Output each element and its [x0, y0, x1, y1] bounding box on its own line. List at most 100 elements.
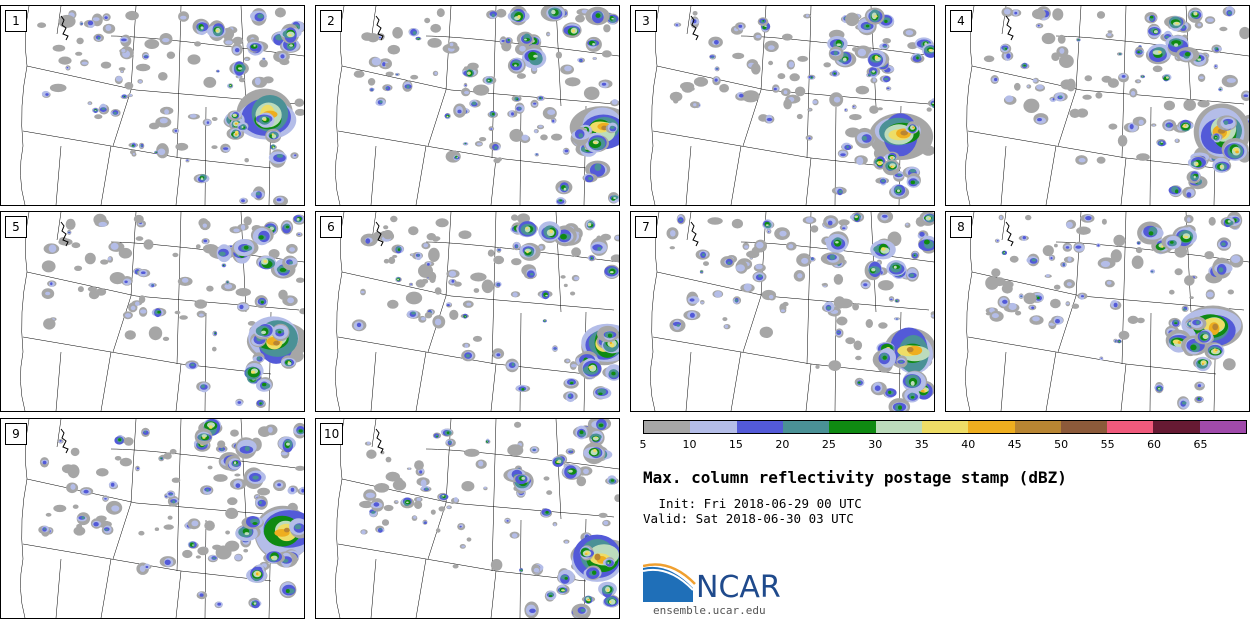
reflectivity-cell [233, 461, 237, 465]
reflectivity-cell [240, 224, 246, 231]
reflectivity-cell [447, 506, 451, 509]
reflectivity-cell [419, 470, 423, 474]
reflectivity-cell [782, 33, 793, 41]
reflectivity-cell [533, 102, 537, 105]
reflectivity-cell [570, 382, 574, 385]
reflectivity-cell [68, 231, 70, 233]
state-boundary [806, 6, 812, 159]
reflectivity-cell [838, 219, 850, 226]
reflectivity-cell [601, 50, 612, 58]
reflectivity-cell [227, 497, 238, 506]
reflectivity-cell [863, 283, 868, 287]
reflectivity-cell [702, 253, 705, 257]
state-boundary [740, 35, 934, 57]
reflectivity-cell [144, 39, 160, 49]
state-boundary [371, 6, 377, 35]
reflectivity-cell [805, 217, 814, 223]
reflectivity-cell [727, 261, 731, 265]
reflectivity-cell [371, 88, 374, 91]
state-boundary [176, 419, 182, 572]
reflectivity-cell [118, 438, 122, 442]
panel-number: 1 [5, 10, 27, 32]
reflectivity-cell [421, 278, 429, 284]
reflectivity-cell [200, 26, 204, 30]
reflectivity-cell [829, 254, 836, 260]
reflectivity-cell [157, 310, 161, 314]
reflectivity-cell [164, 109, 170, 115]
reflectivity-cell [540, 134, 548, 141]
reflectivity-cell [762, 20, 765, 22]
state-boundary [176, 6, 182, 159]
reflectivity-cell [1158, 50, 1162, 54]
reflectivity-cell [594, 436, 598, 439]
reflectivity-cell [511, 214, 519, 221]
reflectivity-cell [388, 256, 396, 264]
reflectivity-cell [1115, 340, 1117, 342]
reflectivity-cell [614, 494, 619, 502]
reflectivity-cell [446, 115, 448, 117]
reflectivity-cell [1023, 292, 1037, 305]
state-boundary [1121, 212, 1127, 365]
reflectivity-cell [378, 36, 381, 39]
reflectivity-cell [701, 271, 702, 273]
reflectivity-cell [76, 523, 83, 529]
reflectivity-cell [1045, 274, 1050, 278]
state-boundary [491, 212, 497, 365]
reflectivity-cell [924, 239, 930, 245]
reflectivity-cell [1031, 258, 1037, 262]
reflectivity-cell [529, 608, 536, 613]
reflectivity-cell [235, 288, 251, 297]
reflectivity-cell [823, 62, 831, 68]
reflectivity-cell [607, 562, 610, 564]
reflectivity-cell [1183, 308, 1186, 311]
reflectivity-cell [1118, 341, 1120, 342]
reflectivity-cell [41, 260, 56, 273]
reflectivity-cell [1152, 65, 1163, 73]
reflectivity-cell [1003, 252, 1005, 253]
reflectivity-cell [263, 260, 268, 263]
reflectivity-cell [1215, 349, 1218, 352]
reflectivity-cell [105, 25, 112, 31]
colorbar-segment [1014, 421, 1061, 433]
reflectivity-cell [110, 482, 115, 487]
reflectivity-cell [1037, 296, 1040, 300]
reflectivity-cell [1050, 257, 1053, 260]
reflectivity-cell [872, 78, 876, 82]
state-boundary [519, 312, 522, 411]
reflectivity-cell [609, 343, 615, 348]
reflectivity-cell [80, 23, 83, 25]
state-boundary [175, 157, 182, 205]
reflectivity-cell [999, 215, 1003, 220]
reflectivity-cell [1032, 316, 1040, 322]
reflectivity-cell [583, 86, 600, 101]
reflectivity-cell [45, 93, 49, 96]
reflectivity-cell [571, 247, 581, 257]
reflectivity-cell [548, 595, 553, 597]
reflectivity-cell [497, 157, 503, 162]
reflectivity-cell [276, 154, 284, 158]
reflectivity-cell [543, 476, 550, 481]
member-panel-3: 3 [630, 5, 935, 206]
reflectivity-cell [234, 122, 238, 125]
reflectivity-cell [588, 176, 593, 181]
colorbar-tick-label: 60 [1147, 438, 1162, 451]
state-boundary [685, 351, 692, 411]
reflectivity-cell [513, 136, 521, 142]
reflectivity-cell [430, 509, 436, 515]
state-boundary [112, 212, 137, 353]
reflectivity-cell [244, 532, 250, 536]
coastline-detail [1005, 221, 1014, 247]
state-boundary [427, 6, 452, 147]
reflectivity-cell [571, 364, 577, 368]
reflectivity-cell [1100, 357, 1103, 359]
reflectivity-cell [411, 311, 416, 315]
reflectivity-cell [564, 77, 581, 87]
reflectivity-cell [272, 146, 274, 148]
reflectivity-cell [451, 279, 455, 283]
reflectivity-cell [765, 224, 769, 226]
reflectivity-cell [151, 284, 154, 286]
state-boundary [55, 145, 62, 205]
reflectivity-cell [271, 556, 274, 559]
reflectivity-cell [382, 62, 386, 67]
reflectivity-cell [1042, 245, 1054, 257]
